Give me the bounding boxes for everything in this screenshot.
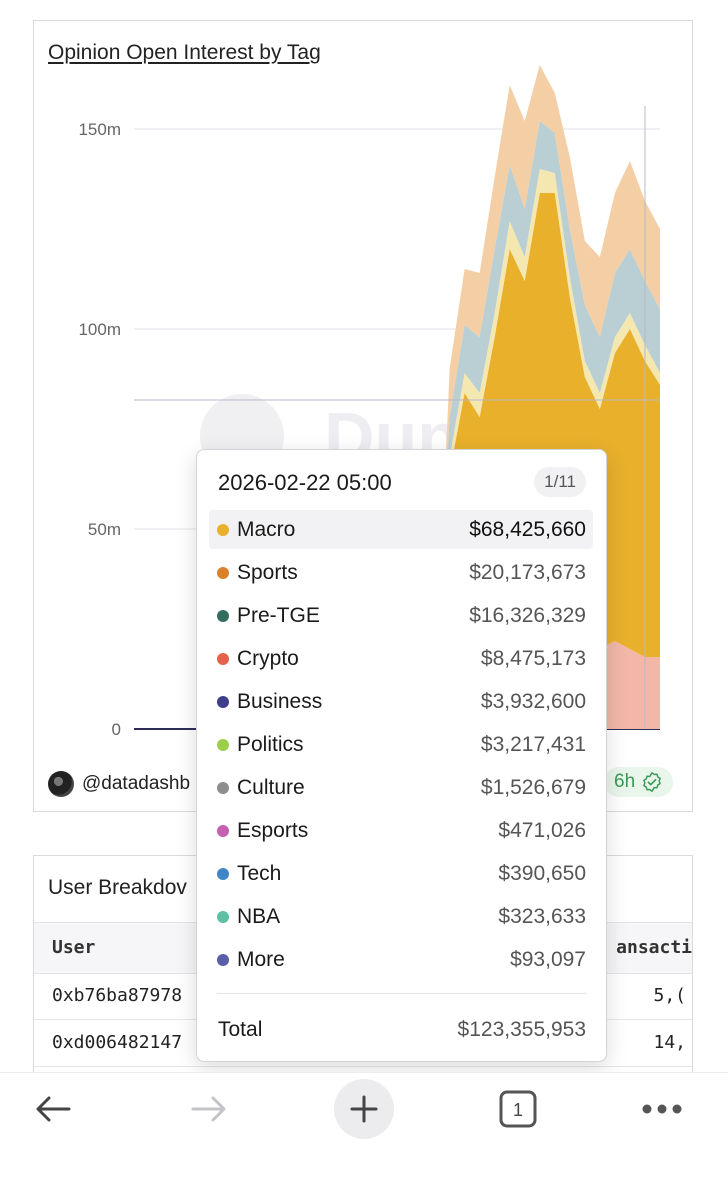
column-header-user[interactable]: User — [52, 937, 96, 958]
tooltip-row-value: $8,475,173 — [480, 647, 586, 670]
column-header-transactions[interactable]: ansacti — [616, 937, 692, 958]
cell-user: 0xd006482147 — [52, 1032, 183, 1053]
tooltip-row-sports: Sports $20,173,673 — [209, 553, 593, 592]
tooltip-row-tech: Tech $390,650 — [209, 854, 593, 893]
legend-dot-icon — [217, 911, 229, 923]
freshness-label: 6h — [614, 771, 636, 792]
new-tab-button[interactable] — [334, 1079, 394, 1139]
tooltip-row-label: Macro — [237, 518, 296, 541]
tooltip-row-pre-tge: Pre-TGE $16,326,329 — [209, 596, 593, 635]
tooltip-row-macro: Macro $68,425,660 — [209, 510, 593, 549]
legend-dot-icon — [217, 653, 229, 665]
tooltip-row-value: $1,526,679 — [480, 776, 586, 799]
tooltip-date: 2026-02-22 05:00 — [218, 470, 392, 495]
plus-icon — [350, 1095, 378, 1123]
tooltip-row-politics: Politics $3,217,431 — [209, 725, 593, 764]
tooltip-total-label: Total — [218, 1018, 263, 1041]
tab-count-icon: 1 — [499, 1090, 537, 1128]
y-tick-label: 100m — [78, 320, 121, 339]
arrow-right-icon — [191, 1096, 226, 1122]
tooltip-row-value: $3,932,600 — [480, 690, 586, 713]
forward-button[interactable] — [184, 1087, 234, 1131]
tooltip-row-more: More $93,097 — [209, 940, 593, 979]
tooltip-row-label: Esports — [237, 819, 309, 842]
tooltip-row-label: NBA — [237, 905, 281, 928]
tooltip-row-esports: Esports $471,026 — [209, 811, 593, 850]
cell-user: 0xb76ba87978 — [52, 985, 183, 1006]
more-dots-icon — [642, 1104, 682, 1114]
legend-dot-icon — [217, 696, 229, 708]
legend-dot-icon — [217, 567, 229, 579]
legend-dot-icon — [217, 782, 229, 794]
tooltip-row-crypto: Crypto $8,475,173 — [209, 639, 593, 678]
tooltip-row-label: Business — [237, 690, 323, 713]
more-button[interactable] — [636, 1089, 688, 1129]
tooltip-row-value: $323,633 — [498, 905, 586, 928]
avatar — [48, 771, 74, 797]
table-row[interactable]: 0xd006482147 14, — [34, 1020, 692, 1067]
tooltip-row-label: Politics — [237, 733, 304, 756]
tooltip-row-value: $390,650 — [498, 862, 586, 885]
freshness-badge: 6h — [604, 767, 674, 797]
tooltip-row-label: Culture — [237, 776, 305, 799]
tooltip-row-business: Business $3,932,600 — [209, 682, 593, 721]
chart-title[interactable]: Opinion Open Interest by Tag — [48, 41, 321, 64]
tab-count: 1 — [513, 1100, 523, 1120]
arrow-left-icon — [36, 1096, 71, 1122]
tooltip-total-value: $123,355,953 — [457, 1018, 586, 1041]
legend-dot-icon — [217, 610, 229, 622]
y-tick-label: 150m — [78, 120, 121, 139]
tooltip-row-value: $68,425,660 — [469, 518, 586, 541]
tooltip-page-indicator[interactable]: 1/11 — [534, 467, 586, 497]
author-handle[interactable]: @datadashb — [82, 773, 191, 794]
tooltip-row-label: Pre-TGE — [237, 604, 320, 627]
verified-check-icon — [643, 771, 662, 793]
tooltip-row-value: $471,026 — [498, 819, 586, 842]
cell-transactions: 14, — [653, 1032, 686, 1053]
tooltip-row-value: $93,097 — [510, 948, 586, 971]
table-title: User Breakdov — [48, 876, 187, 899]
tooltip-row-culture: Culture $1,526,679 — [209, 768, 593, 807]
legend-dot-icon — [217, 868, 229, 880]
back-button[interactable] — [28, 1087, 78, 1131]
cell-transactions: 5,( — [653, 985, 686, 1006]
tabs-button[interactable]: 1 — [496, 1089, 540, 1129]
y-tick-label: 0 — [112, 720, 121, 739]
legend-dot-icon — [217, 524, 229, 536]
tooltip-row-label: Sports — [237, 561, 298, 584]
tooltip-row-label: Tech — [237, 862, 282, 885]
author-row[interactable]: @datadashb — [48, 771, 190, 797]
tooltip-row-value: $20,173,673 — [469, 561, 586, 584]
tooltip-row-label: More — [237, 948, 285, 971]
legend-dot-icon — [217, 739, 229, 751]
y-tick-label: 50m — [88, 520, 121, 539]
tooltip-divider — [217, 993, 586, 994]
tooltip-row-label: Crypto — [237, 647, 299, 670]
legend-dot-icon — [217, 825, 229, 837]
chart-tooltip: 2026-02-22 05:00 1/11 Macro $68,425,660 Sp… — [196, 449, 607, 1062]
browser-toolbar: 1 — [0, 1072, 728, 1201]
tooltip-row-value: $16,326,329 — [469, 604, 586, 627]
tooltip-row-nba: NBA $323,633 — [209, 897, 593, 936]
tooltip-row-value: $3,217,431 — [480, 733, 586, 756]
legend-dot-icon — [217, 954, 229, 966]
